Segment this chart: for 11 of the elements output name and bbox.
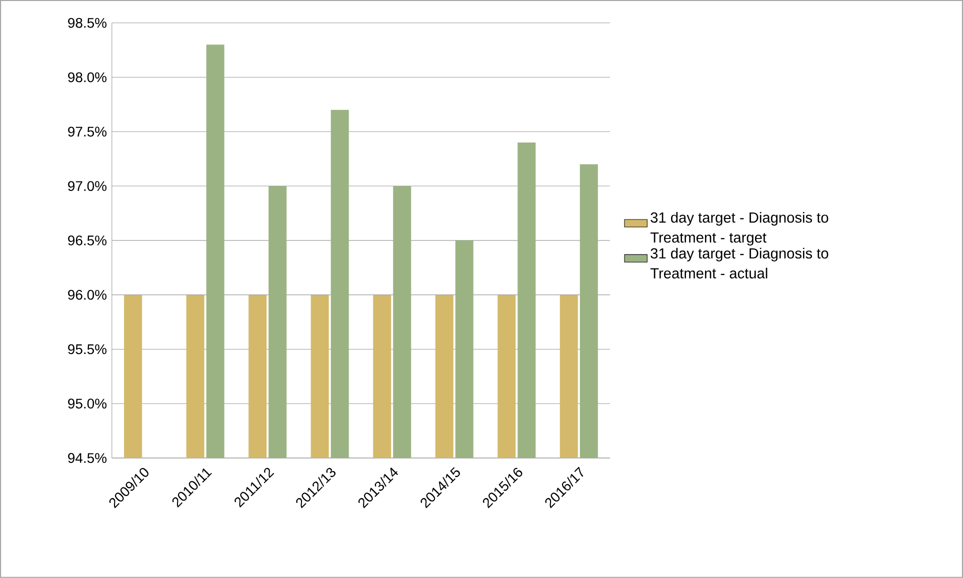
- legend-label: 31 day target - Diagnosis to Treatment - actual: [650, 248, 828, 279]
- y-tick-label: 98.5%: [68, 18, 106, 28]
- y-tick-label: 94.5%: [68, 453, 106, 463]
- y-tick-label: 96.0%: [68, 290, 106, 300]
- y-tick-label: 95.5%: [68, 344, 106, 354]
- y-tick-label: 95.0%: [68, 398, 106, 409]
- legend-label: 31 day target - Diagnosis to Treatment - target: [650, 212, 828, 246]
- y-tick-label: 98.0%: [68, 72, 106, 82]
- y-tick-label: 97.0%: [68, 181, 106, 192]
- y-tick-label: 96.5%: [68, 236, 106, 246]
- y-tick-label: 97.5%: [68, 126, 106, 137]
